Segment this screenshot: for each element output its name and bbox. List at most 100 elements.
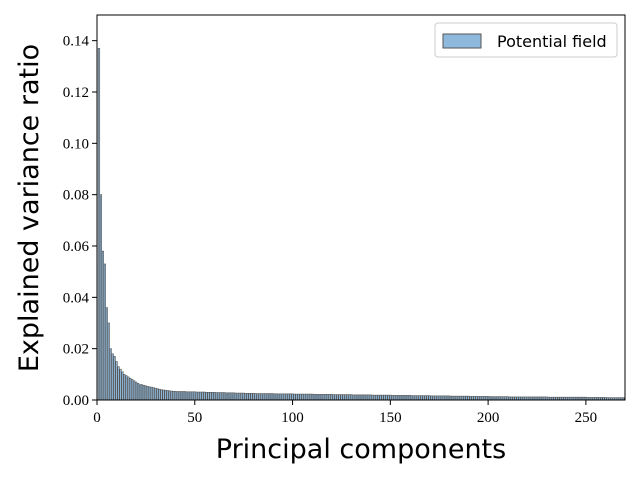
bar — [148, 386, 151, 400]
bar — [254, 393, 257, 400]
bar — [260, 393, 263, 400]
bar — [363, 394, 366, 400]
bar — [338, 394, 341, 400]
bar — [275, 393, 278, 400]
bar — [197, 391, 200, 400]
bar — [268, 393, 271, 400]
bar — [616, 397, 619, 400]
bar — [432, 395, 435, 400]
bar — [487, 396, 490, 400]
bar — [226, 392, 230, 400]
bar — [281, 393, 284, 400]
bar — [410, 395, 413, 400]
bar — [399, 395, 402, 400]
bar — [142, 385, 146, 400]
bar — [381, 394, 384, 400]
bar — [133, 380, 136, 400]
bar — [385, 394, 388, 400]
bar — [475, 396, 478, 400]
bar — [209, 391, 212, 400]
bar — [135, 381, 138, 400]
bar — [483, 396, 486, 400]
bar — [621, 397, 625, 400]
bar — [299, 393, 302, 400]
bar — [178, 391, 181, 400]
bar — [539, 396, 542, 400]
bar — [332, 394, 335, 400]
bar — [221, 392, 224, 400]
y-tick-label: 0.04 — [63, 290, 90, 306]
bar — [512, 396, 515, 400]
bar — [191, 391, 194, 400]
bar — [354, 394, 357, 400]
bar — [344, 394, 347, 400]
bar — [418, 395, 421, 400]
bar — [412, 395, 415, 400]
bar — [359, 394, 363, 400]
bar — [113, 356, 116, 400]
bar — [346, 394, 349, 400]
bar — [328, 394, 331, 400]
bar — [620, 397, 623, 400]
bar — [287, 393, 290, 400]
bar — [610, 397, 613, 400]
bar — [279, 393, 282, 400]
bar — [297, 393, 300, 400]
bar — [393, 395, 396, 400]
bar — [246, 393, 249, 400]
bar — [181, 391, 185, 400]
bar — [537, 396, 541, 400]
bar — [502, 396, 505, 400]
bar — [496, 396, 499, 400]
bar — [526, 396, 529, 400]
bar — [207, 391, 210, 400]
bar — [614, 397, 617, 400]
bar — [326, 394, 329, 400]
bar — [490, 396, 494, 400]
bar — [203, 391, 206, 400]
bar — [138, 384, 142, 400]
bar — [266, 393, 269, 400]
bar — [414, 395, 417, 400]
bar — [273, 393, 277, 400]
plot-frame — [96, 14, 626, 401]
bar — [176, 391, 179, 400]
bar — [311, 393, 314, 400]
bar — [271, 393, 275, 400]
bar — [136, 383, 140, 400]
y-tick-label: 0.06 — [63, 239, 90, 255]
bar — [140, 384, 144, 400]
bar — [166, 390, 169, 400]
bar — [322, 394, 325, 400]
bar — [457, 395, 460, 400]
bar — [264, 393, 267, 400]
bar — [528, 396, 531, 400]
bar — [228, 392, 232, 400]
bar — [453, 395, 456, 400]
bar — [520, 396, 523, 400]
x-axis-label: Principal components — [216, 434, 506, 465]
bar — [185, 391, 189, 400]
bar — [481, 396, 484, 400]
bar — [144, 385, 147, 400]
bar — [330, 394, 333, 400]
bar — [373, 394, 376, 400]
bar — [111, 353, 114, 400]
bar — [375, 394, 378, 400]
bar — [131, 379, 134, 400]
bar — [316, 394, 320, 400]
bar — [162, 389, 165, 400]
bar — [530, 396, 533, 400]
bar — [387, 394, 390, 400]
bar — [269, 393, 273, 400]
bars — [97, 48, 625, 400]
bar — [256, 393, 259, 400]
bar — [510, 396, 513, 400]
bar — [115, 361, 118, 400]
bar — [285, 393, 288, 400]
bar — [535, 396, 539, 400]
bar — [438, 395, 441, 400]
y-tick-label: 0.12 — [63, 85, 89, 101]
bar — [494, 396, 498, 400]
bar — [492, 396, 496, 400]
